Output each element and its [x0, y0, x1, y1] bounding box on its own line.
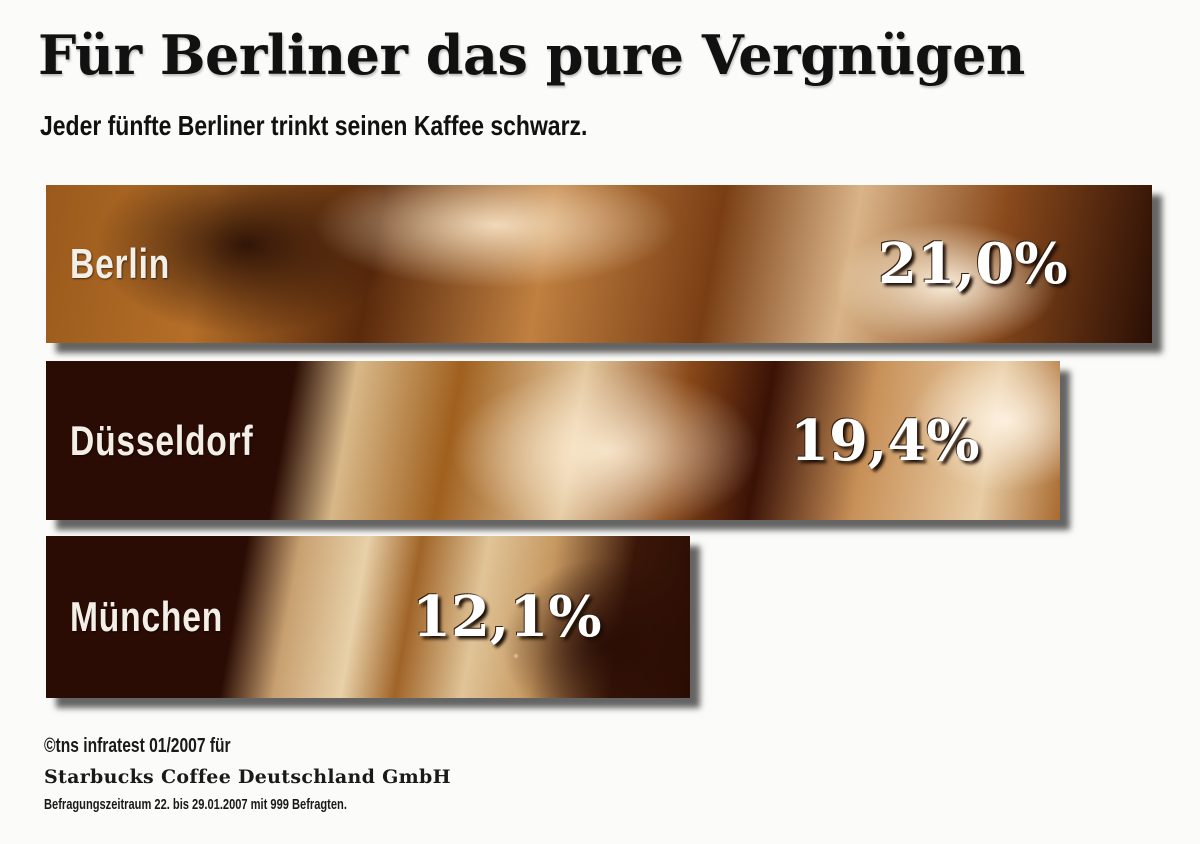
source-footer: ©tns infratest 01/2007 für Starbucks Cof…	[44, 735, 453, 813]
bar-label: Düsseldorf	[70, 416, 254, 464]
coffee-photo-background	[46, 185, 1152, 343]
bar-value: 19,4%	[790, 407, 980, 474]
bar-duesseldorf: Düsseldorf 19,4%	[46, 361, 1060, 520]
bar-value: 12,1%	[412, 584, 602, 650]
bar-berlin: Berlin 21,0%	[46, 185, 1152, 343]
page-title: Für Berliner das pure Vergnügen	[38, 23, 1025, 87]
page-subtitle: Jeder fünfte Berliner trinkt seinen Kaff…	[40, 110, 588, 141]
coffee-photo-background	[46, 361, 1060, 520]
source-credit: ©tns infratest 01/2007 für	[44, 735, 231, 757]
bar-label: Berlin	[70, 240, 171, 287]
bar-value: 21,0%	[878, 231, 1068, 297]
bar-label: München	[70, 593, 224, 640]
coffee-beans-photo-background	[46, 536, 690, 698]
bar-muenchen: München 12,1%	[46, 536, 690, 698]
survey-note: Befragungszeitraum 22. bis 29.01.2007 mi…	[44, 796, 347, 813]
client-name: Starbucks Coffee Deutschland GmbH	[44, 766, 451, 788]
